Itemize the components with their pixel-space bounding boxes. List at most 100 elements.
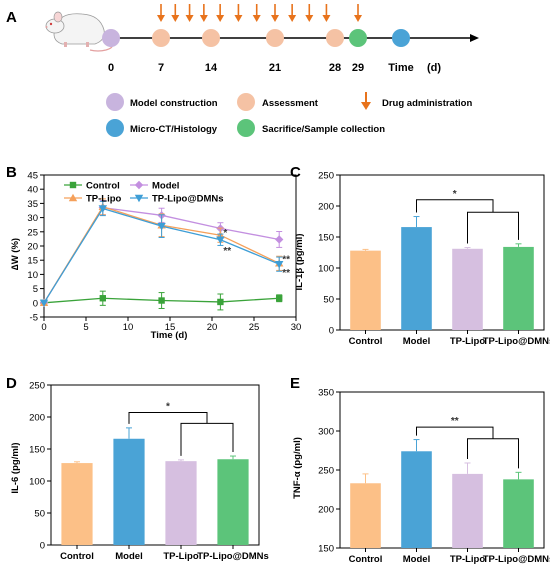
drug-arrow-head-day-7 xyxy=(157,15,165,22)
timeline-arrowhead xyxy=(470,34,479,42)
panel-e-plot: 150 200 250 300 350 Control Model TP-LipoTP-Lip… xyxy=(318,388,550,566)
panel-c-ytick-label-1: 50 xyxy=(323,295,334,306)
legend-swatch-assessment xyxy=(237,93,255,111)
panel-a: A 0 7 14 21 28 29 Time (d) Model constru… xyxy=(6,4,479,137)
panel-d-ytick-label-4: 200 xyxy=(29,413,45,424)
panel-b-ytick-label-2: 5 xyxy=(33,284,38,295)
panel-b-ytick-label-3: 10 xyxy=(27,270,38,281)
drug-arrow-head-day-15 xyxy=(216,15,225,22)
panel-b-ylabel: ∆W (%) xyxy=(10,238,21,270)
legend-marker-tp-lipo-dmns xyxy=(134,194,144,203)
legend-label-tp-lipo-dmns: TP-Lipo@DMNs xyxy=(152,194,224,205)
panel-b-series xyxy=(39,198,284,311)
panel-e-xtick-label-0: Control xyxy=(349,554,383,565)
panel-c-bar-0 xyxy=(350,250,381,330)
panel-e-ytick-label-3: 300 xyxy=(318,427,334,438)
panel-c-sig-label: * xyxy=(453,189,457,200)
panel-c-bar-1 xyxy=(401,227,432,330)
point-control-4 xyxy=(276,295,283,302)
legend-label-tp-lipo: TP-Lipo xyxy=(86,194,122,205)
panel-c-bar-2 xyxy=(452,248,483,330)
panel-c-xtick-label-1: Model xyxy=(403,336,430,347)
panel-c-ytick-label-5: 250 xyxy=(318,171,334,182)
panel-d-xtick-label-2: TP-Lipo xyxy=(163,551,199,562)
timeline-marker-assessment-day-7 xyxy=(152,29,170,47)
panel-e-xtick-label-1: Model xyxy=(403,554,430,565)
timeline-markers xyxy=(102,29,410,47)
panel-b-xtick-label-4: 20 xyxy=(207,322,218,333)
timeline-label-21: 21 xyxy=(269,62,281,74)
point-tp-lipo-dmns-2 xyxy=(157,222,166,231)
panel-b-xtick-label-0: 0 xyxy=(41,322,46,333)
panel-d-ytick-label-0: 0 xyxy=(40,541,45,552)
panel-b-ytick-label-5: 20 xyxy=(27,242,38,253)
panel-c-sig-bracket xyxy=(416,199,494,213)
panel-d-plot: 0 50 100 150 200 250 Control Model TP-LipoTP-Lip… xyxy=(29,381,269,563)
panel-d-il6-chart: D 0 50 100 150 200 250 Control Model TP-LipoTP-L… xyxy=(6,375,269,562)
panel-d-ytick-label-1: 50 xyxy=(34,509,45,520)
panel-e-ytick-label-0: 150 xyxy=(318,544,334,555)
panel-e-sig-label: ** xyxy=(451,416,459,427)
annotation-2: ** xyxy=(282,254,290,265)
panel-d-frame xyxy=(50,384,260,546)
legend-swatch-model xyxy=(106,93,124,111)
timeline-label-0: 0 xyxy=(108,62,114,74)
timeline-label-29: 29 xyxy=(352,62,364,74)
timeline-label-7: 7 xyxy=(158,62,164,74)
panel-b-ytick-label-6: 25 xyxy=(27,227,38,238)
timeline-label-unit: (d) xyxy=(427,62,441,74)
timeline-label-14: 14 xyxy=(205,62,218,74)
panel-e-ytick-label-4: 350 xyxy=(318,388,334,399)
panel-d-xtick-label-0: Control xyxy=(60,551,94,562)
point-control-2 xyxy=(158,297,165,304)
annotation-3: ** xyxy=(282,268,290,279)
panel-c-xtick-label-3: TP-Lipo@DMNs xyxy=(483,336,550,347)
panel-c-sig-sub-bracket xyxy=(467,211,519,244)
legend-marker-tp-lipo xyxy=(68,193,78,202)
panel-b-ytick-label-9: 40 xyxy=(27,185,38,196)
annotation-0: * xyxy=(223,228,227,239)
panel-e-ylabel: TNF-α (pg/ml) xyxy=(292,437,303,499)
legend-label-drug: Drug administration xyxy=(382,98,472,109)
drug-arrow-head-day-17 xyxy=(234,15,243,22)
panel-c-ytick-label-4: 200 xyxy=(318,202,334,213)
drug-arrow-head-day-13 xyxy=(199,15,208,22)
drug-arrow-head-day-21 xyxy=(271,15,279,22)
panel-d-sig-bracket xyxy=(128,412,208,424)
panel-b-xtick-label-5: 25 xyxy=(249,322,260,333)
timeline-marker-assessment-day-14 xyxy=(202,29,220,47)
panel-b-xlabel: Time (d) xyxy=(151,330,188,341)
legend-swatch-microct xyxy=(106,119,124,137)
drug-arrow-head-day-29 xyxy=(354,15,362,22)
panel-c-letter: C xyxy=(290,164,301,181)
panel-c-ytick-label-0: 0 xyxy=(329,326,334,337)
timeline-marker-assessment-day-28 xyxy=(326,29,344,47)
point-tp-lipo-dmns-0 xyxy=(39,299,49,307)
panel-d-xtick-label-3: TP-Lipo@DMNs xyxy=(197,551,269,562)
drug-arrow-head-day-25 xyxy=(305,15,314,22)
panel-b-annotations: ******* xyxy=(223,228,290,279)
mouse-illustration xyxy=(45,11,114,52)
point-tp-lipo-dmns-1 xyxy=(98,205,107,213)
legend-label-sacrifice: Sacrifice/Sample collection xyxy=(262,124,385,135)
legend-label-model: Model xyxy=(152,181,179,192)
legend-label-model: Model construction xyxy=(130,98,218,109)
panel-c-il1b-chart: C 0 50 100 150 200 250 Control Model TP-LipoTP-L… xyxy=(290,164,550,347)
drug-arrow-head-day-27 xyxy=(322,15,331,22)
panel-b-ytick-label-7: 30 xyxy=(27,213,38,224)
panel-c-frame xyxy=(339,174,545,331)
panel-e-bar-1 xyxy=(401,451,432,548)
legend-swatch-sacrifice xyxy=(237,119,255,137)
panel-b-ytick-label-4: 15 xyxy=(27,256,38,267)
panel-d-bar-0 xyxy=(61,463,93,545)
drug-arrow-head-day-19 xyxy=(252,15,261,22)
timeline-legend: Model construction Assessment Drug admin… xyxy=(106,92,472,137)
panel-b-xtick-label-2: 10 xyxy=(123,322,134,333)
point-control-3 xyxy=(217,298,224,306)
point-tp-lipo-dmns-4 xyxy=(275,260,284,269)
panel-b-xtick-label-3: 15 xyxy=(165,322,176,333)
legend-label-microct: Micro-CT/Histology xyxy=(130,124,218,135)
panel-e-sig-sub-bracket xyxy=(467,438,519,469)
